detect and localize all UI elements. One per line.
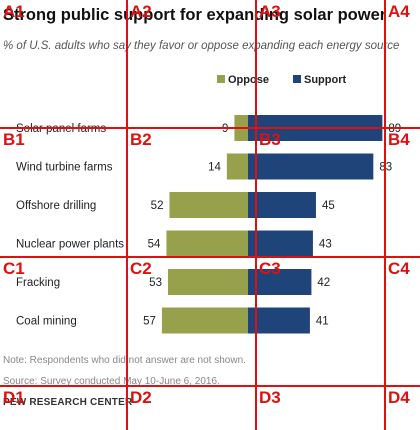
chart-source: Source: Survey conducted May 10-June 6, … bbox=[3, 376, 220, 387]
support-bar bbox=[248, 153, 374, 180]
support-value-label: 43 bbox=[319, 239, 332, 251]
support-value-label: 45 bbox=[322, 200, 335, 212]
legend-oppose-swatch bbox=[217, 75, 225, 83]
chart-subtitle: % of U.S. adults who say they favor or o… bbox=[3, 40, 400, 52]
support-bar bbox=[248, 115, 383, 141]
oppose-bar bbox=[234, 115, 248, 141]
support-value-label: 89 bbox=[388, 123, 401, 135]
legend-oppose-label: Oppose bbox=[228, 74, 269, 86]
oppose-bar bbox=[161, 307, 248, 334]
legend: Oppose Support bbox=[217, 74, 346, 86]
oppose-value-label: 14 bbox=[208, 162, 221, 174]
support-value-label: 42 bbox=[317, 277, 330, 289]
oppose-value-label: 57 bbox=[143, 316, 156, 328]
support-bar bbox=[248, 230, 313, 257]
support-bar bbox=[248, 307, 310, 334]
oppose-value-label: 54 bbox=[148, 239, 161, 251]
oppose-bar bbox=[166, 230, 248, 257]
category-label: Nuclear power plants bbox=[16, 239, 124, 251]
category-label: Coal mining bbox=[16, 316, 77, 328]
chart-note: Note: Respondents who did not answer are… bbox=[3, 355, 246, 366]
chart-title: Strong public support for expanding sola… bbox=[3, 6, 387, 24]
oppose-value-label: 9 bbox=[222, 123, 228, 135]
oppose-bar bbox=[169, 192, 248, 218]
oppose-value-label: 53 bbox=[149, 277, 162, 289]
support-value-label: 83 bbox=[379, 162, 392, 174]
oppose-value-label: 52 bbox=[151, 200, 164, 212]
legend-support-label: Support bbox=[304, 74, 346, 86]
category-label: Fracking bbox=[16, 277, 60, 289]
support-bar bbox=[248, 192, 316, 218]
category-label: Offshore drilling bbox=[16, 200, 96, 212]
support-bar bbox=[248, 269, 312, 295]
bars-group: Solar panel farms 9 89 Wind turbine farms 14… bbox=[16, 115, 401, 334]
organization-label: PEW RESEARCH CENTER bbox=[3, 397, 133, 408]
category-label: Wind turbine farms bbox=[16, 162, 113, 174]
oppose-bar bbox=[167, 269, 248, 295]
legend-support-swatch bbox=[293, 75, 301, 83]
support-value-label: 41 bbox=[316, 316, 329, 328]
category-label: Solar panel farms bbox=[16, 123, 106, 135]
oppose-bar bbox=[226, 153, 248, 180]
